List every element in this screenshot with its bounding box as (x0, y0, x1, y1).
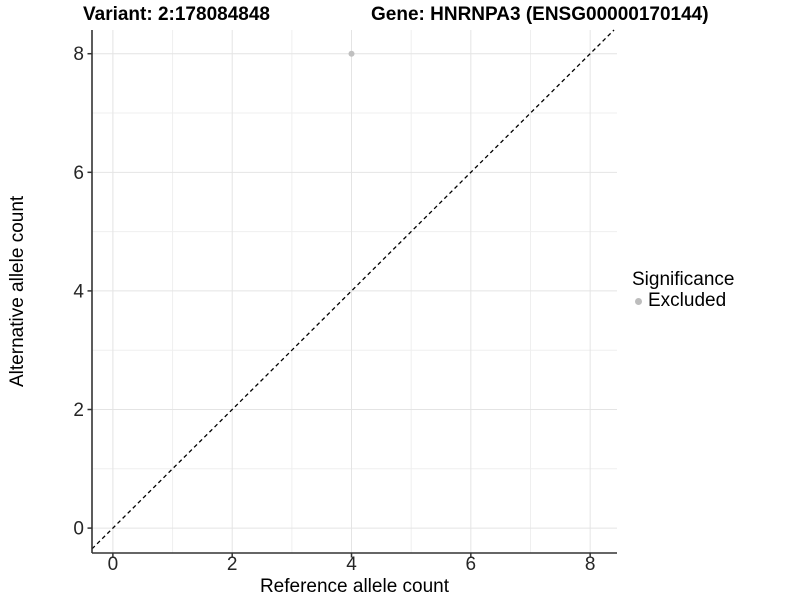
data-points (348, 50, 355, 57)
plot-title-variant: Variant: 2:178084848 (83, 4, 270, 25)
grid-major-lines (92, 30, 617, 553)
legend: Significance Excluded (632, 269, 734, 312)
x-tick-label: 6 (466, 554, 477, 575)
plot-title-gene: Gene: HNRNPA3 (ENSG00000170144) (371, 4, 709, 25)
legend-item-excluded: Excluded (632, 290, 734, 312)
tick-marks (87, 52, 591, 558)
y-tick-label: 8 (73, 44, 84, 65)
legend-item-label: Excluded (648, 290, 727, 311)
x-tick-label: 0 (108, 554, 119, 575)
axis-lines (91, 30, 617, 554)
y-tick-label: 0 (73, 519, 84, 540)
y-tick-label: 2 (73, 400, 84, 421)
y-tick-labels: 0 2 4 6 8 (73, 44, 84, 539)
data-point (348, 50, 355, 57)
legend-title: Significance (632, 269, 735, 290)
y-tick-label: 6 (73, 163, 84, 184)
y-tick-label: 4 (73, 281, 84, 302)
x-tick-label: 4 (346, 554, 357, 575)
x-tick-label: 8 (585, 554, 596, 575)
identity-reference-line (91, 29, 615, 550)
grid-minor-lines (92, 30, 617, 553)
x-tick-label: 2 (227, 554, 238, 575)
excluded-point-swatch-icon (635, 297, 642, 305)
x-axis-title: Reference allele count (259, 576, 450, 597)
x-tick-labels: 0 2 4 6 8 (108, 554, 596, 575)
